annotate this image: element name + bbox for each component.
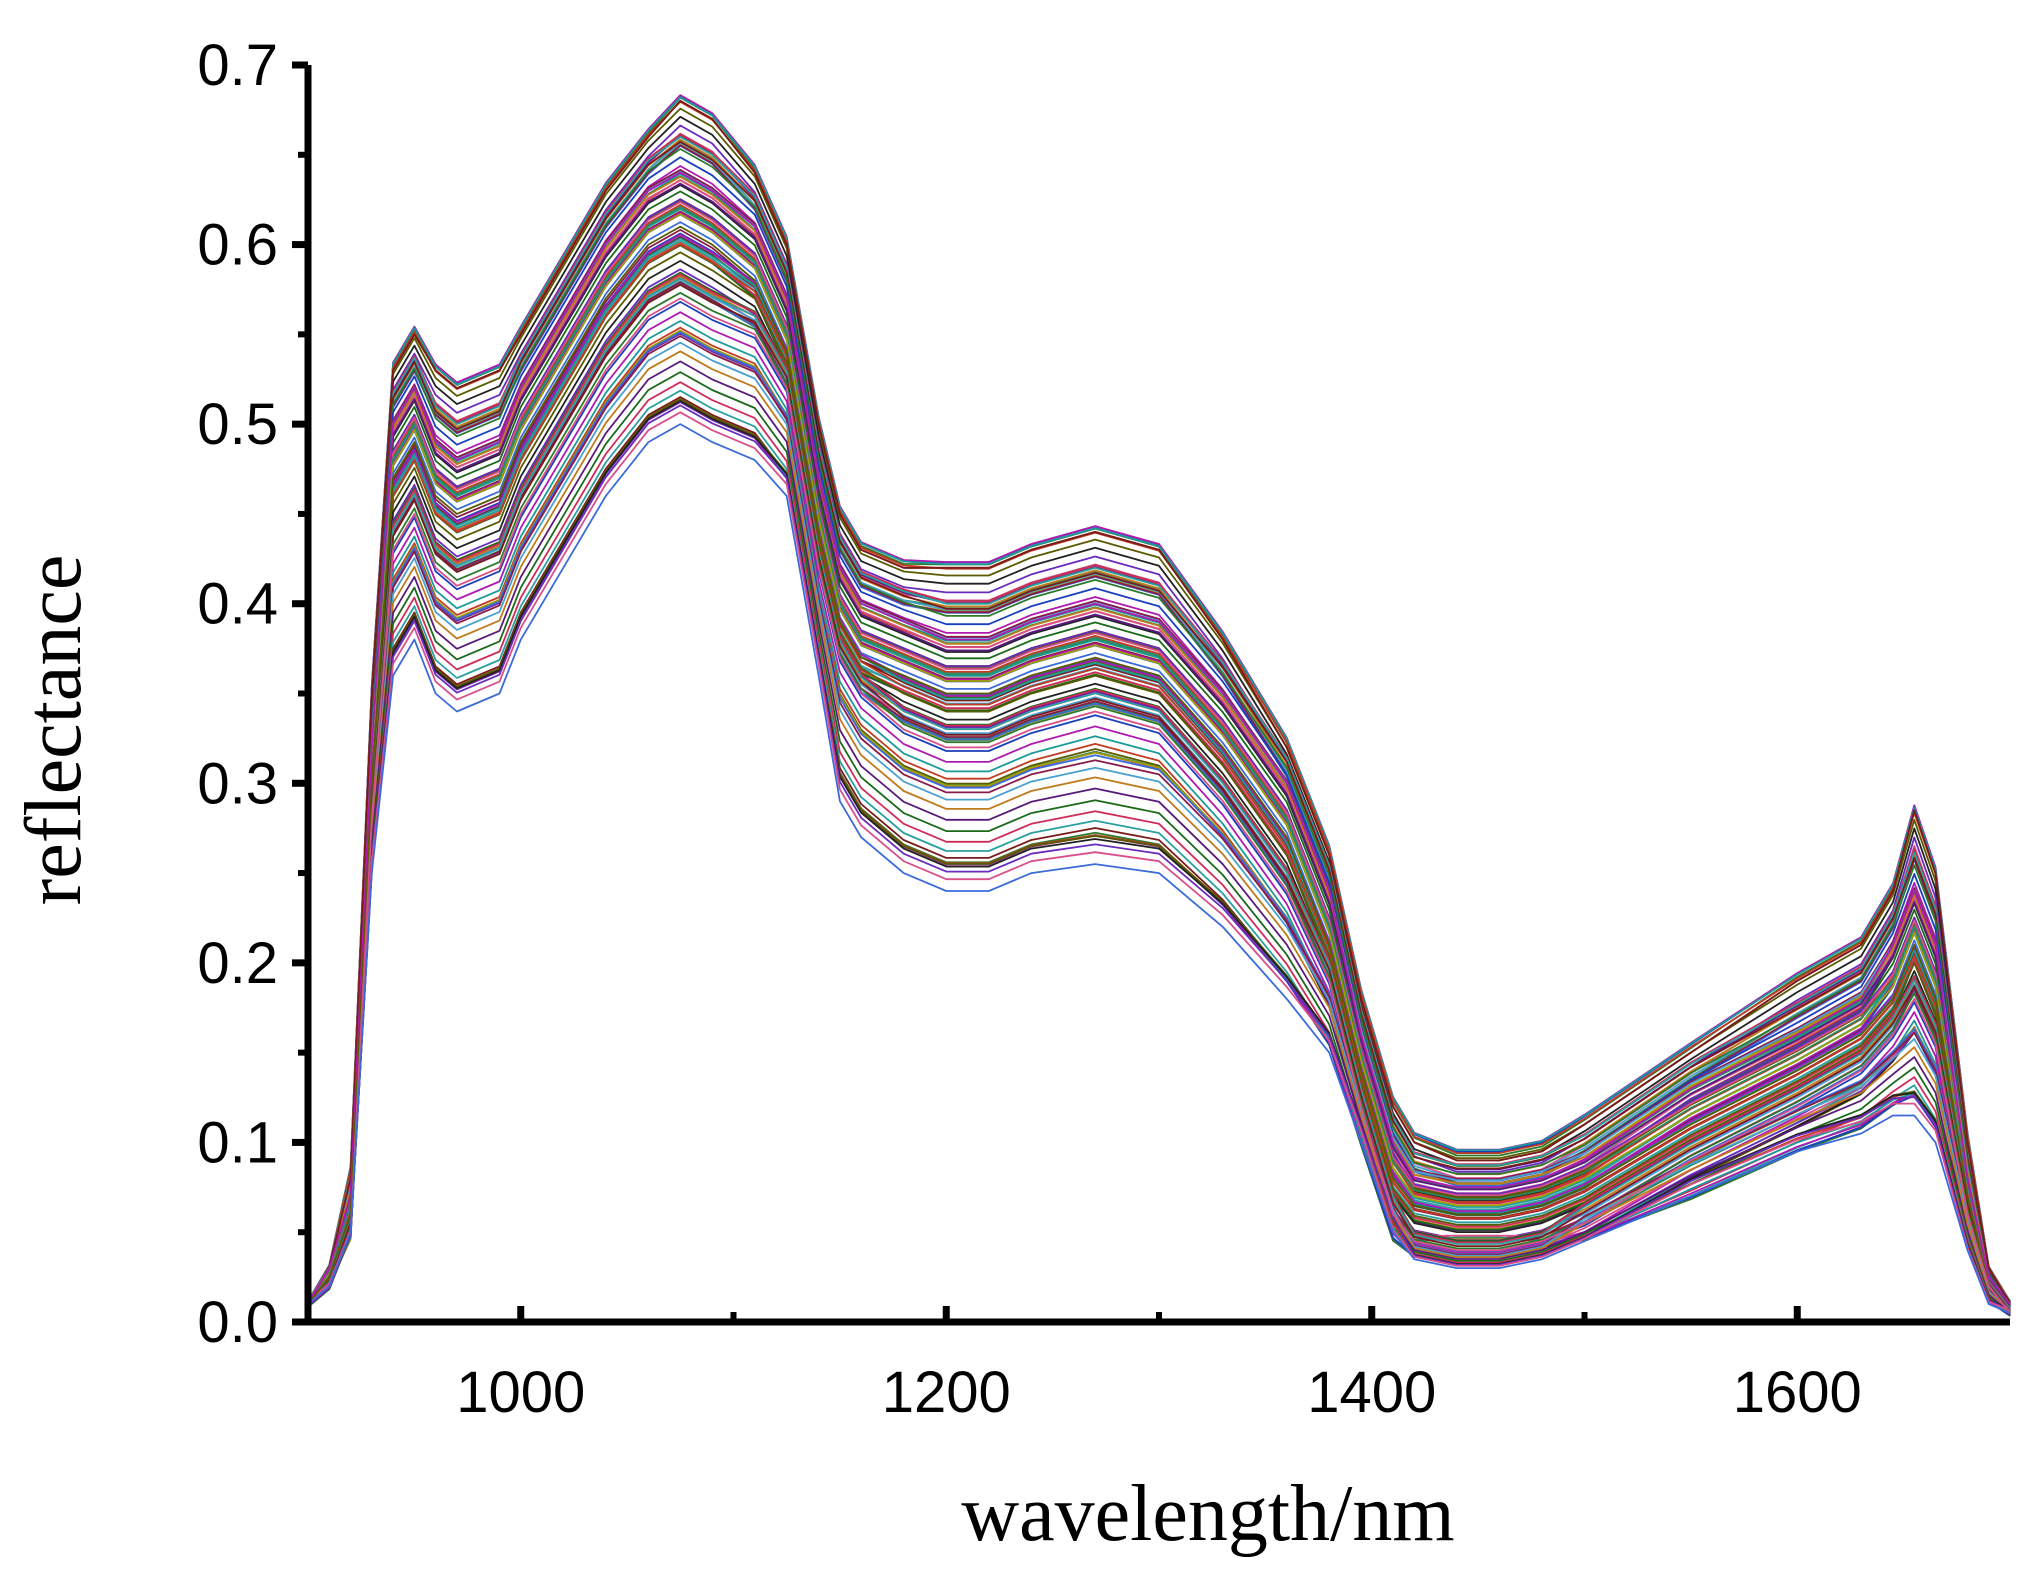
- spectrum-line: [307, 141, 2011, 1303]
- y-tick-label: 0.2: [197, 931, 278, 996]
- spectrum-line: [307, 213, 2011, 1312]
- spectrum-line: [307, 283, 2011, 1312]
- spectrum-line: [307, 107, 2011, 1303]
- y-tick-label: 0.1: [197, 1110, 278, 1175]
- series-line-2: [307, 225, 2011, 1314]
- spectrum-line: [307, 182, 2011, 1307]
- spectrum-line: [307, 179, 2011, 1306]
- spectrum-line: [307, 94, 2011, 1303]
- spectrum-line: [307, 169, 2011, 1304]
- x-tick-label: 1400: [1307, 1360, 1436, 1425]
- spectrum-line: [307, 201, 2011, 1310]
- spectrum-line: [307, 198, 2011, 1309]
- series-line-1: [307, 171, 2011, 1305]
- y-axis-title: reflectance: [10, 555, 98, 906]
- series-layer: [307, 94, 2011, 1317]
- series-line-3: [307, 297, 2011, 1314]
- spectrum-line: [307, 400, 2011, 1312]
- series-line-4: [307, 423, 2011, 1314]
- y-tick-label: 0.7: [197, 33, 278, 98]
- spectrum-line: [307, 96, 2011, 1302]
- x-tick-label: 1000: [456, 1360, 585, 1425]
- spectrum-line: [307, 133, 2011, 1302]
- spectrum-line: [307, 94, 2011, 1302]
- spectrum-line: [307, 291, 2011, 1313]
- spectrum-line: [307, 148, 2011, 1304]
- spectrum-line: [307, 341, 2011, 1312]
- spectrum-line: [307, 243, 2011, 1312]
- spectrum-line: [307, 229, 2011, 1315]
- spectrum-line: [307, 138, 2011, 1305]
- spectrum-line: [307, 400, 2011, 1315]
- ticks-layer: 0.0 0.1 0.2 0.3 0.4 0.5 0.6 0.7 1000 1200 1400 1600: [197, 33, 1861, 1425]
- spectrum-line: [307, 233, 2011, 1311]
- y-tick-label: 0.4: [197, 572, 278, 637]
- spectrum-line: [307, 389, 2011, 1317]
- spectrum-line: [307, 360, 2011, 1314]
- spectrum-line: [307, 156, 2011, 1305]
- x-tick-label: 1200: [882, 1360, 1011, 1425]
- y-tick-label: 0.6: [197, 213, 278, 278]
- x-axis-title: wavelength/nm: [961, 1470, 1454, 1558]
- spectrum-line: [307, 335, 2011, 1311]
- spectrum-line: [307, 411, 2011, 1312]
- spectrum-line: [307, 273, 2011, 1311]
- spectrum-line: [307, 371, 2011, 1315]
- y-tick-label: 0.5: [197, 392, 278, 457]
- spectrum-line: [307, 206, 2011, 1310]
- spectrum-line: [307, 350, 2011, 1313]
- spectrum-line: [307, 404, 2011, 1312]
- spectrum-line: [307, 115, 2011, 1304]
- spectrum-line: [307, 136, 2011, 1302]
- spectrum-line: [307, 275, 2011, 1316]
- spectrum-line: [307, 399, 2011, 1314]
- spectrum-line: [307, 144, 2011, 1307]
- spectrum-line: [307, 172, 2011, 1307]
- spectrum-line: [307, 169, 2011, 1304]
- spectrum-line: [307, 277, 2011, 1312]
- y-tick-label: 0.0: [197, 1290, 278, 1355]
- y-tick-label: 0.3: [197, 751, 278, 816]
- x-tick-label: 1600: [1733, 1360, 1862, 1425]
- spectrum-line: [307, 311, 2011, 1316]
- spectrum-line: [307, 399, 2011, 1317]
- spectrum-line: [307, 251, 2011, 1313]
- spectrum-line: [307, 211, 2011, 1312]
- series-line-0: [307, 100, 2011, 1305]
